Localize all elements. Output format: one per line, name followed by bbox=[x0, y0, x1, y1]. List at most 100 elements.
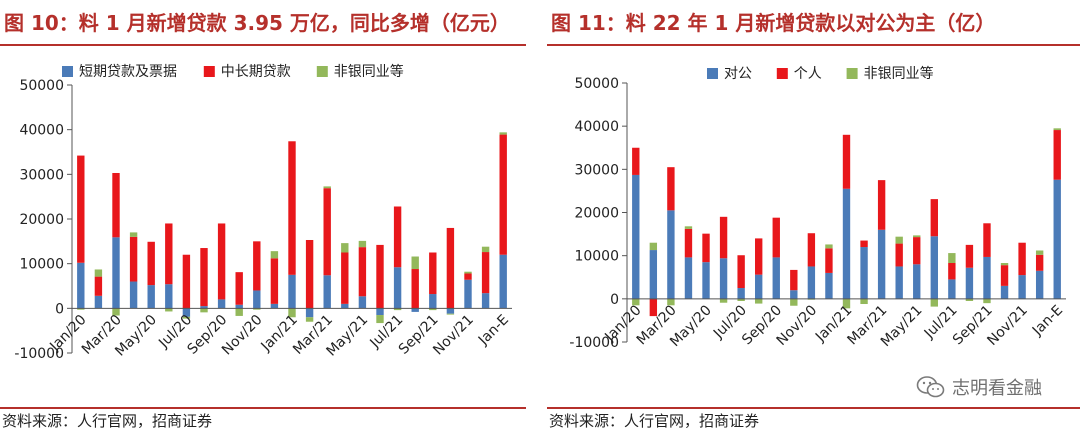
left-bar-Feb/21-0 bbox=[305, 308, 314, 318]
right-stacked-bar-chart: 对公 个人 非银同业等 -10000 0 10000 20000 30000 40000 5000… bbox=[569, 65, 1066, 351]
right-legend-swatch-2 bbox=[846, 68, 858, 79]
right-y-tick-label-5: 40000 bbox=[574, 119, 619, 135]
left-figure-title: 图 10：料 1 月新增贷款 3.95 万亿，同比多增（亿元） bbox=[4, 11, 510, 35]
right-bar-Apr/20-0 bbox=[684, 257, 693, 299]
wechat-icon bbox=[916, 376, 945, 398]
left-bar-Apr/21-0 bbox=[341, 303, 349, 309]
left-bar-Oct/20-2 bbox=[235, 308, 243, 316]
right-bar-Jul/21-2 bbox=[948, 253, 956, 264]
right-bar-Oct/21-1 bbox=[1000, 265, 1009, 286]
left-bar-Dec/20-2 bbox=[270, 251, 279, 259]
right-figure-title: 图 11：料 22 年 1 月新增贷款以对公为主（亿） bbox=[551, 11, 996, 35]
right-bar-Feb/21-1 bbox=[860, 240, 868, 248]
left-bar-Apr/20-0 bbox=[129, 281, 138, 309]
left-bar-Apr/21-1 bbox=[341, 252, 349, 304]
left-y-tick-label-5: 40000 bbox=[19, 123, 64, 139]
left-bar-Nov/20-2 bbox=[253, 308, 261, 310]
right-bar-Jul/21-1 bbox=[948, 263, 956, 280]
right-y-tick-label-6: 50000 bbox=[574, 76, 619, 92]
left-source-divider bbox=[0, 407, 526, 409]
left-bar-Mar/21-1 bbox=[323, 188, 331, 276]
right-bar-Nov/21-0 bbox=[1018, 275, 1026, 299]
right-bar-Oct/20-2 bbox=[790, 298, 798, 306]
right-bar-Apr/21-2 bbox=[895, 236, 903, 244]
left-legend-label-2: 非银同业等 bbox=[334, 63, 404, 80]
right-bar-Feb/20-1 bbox=[649, 298, 658, 317]
right-bar-Aug/20-0 bbox=[755, 274, 763, 299]
left-bar-Jan/20-0 bbox=[77, 262, 85, 309]
right-bar-May/21-2 bbox=[913, 235, 921, 238]
left-bar-Jul/21-2 bbox=[393, 308, 402, 311]
left-bar-Mar/21-0 bbox=[323, 275, 331, 309]
left-x-tick-label-24: Jan-E bbox=[475, 312, 512, 349]
left-bar-Jun/21-2 bbox=[376, 315, 384, 324]
left-bar-Apr/20-1 bbox=[129, 236, 138, 282]
right-bar-Jun/21-0 bbox=[930, 236, 938, 299]
right-bar-Nov/21-1 bbox=[1018, 242, 1026, 276]
right-bar-Nov/20-0 bbox=[807, 266, 816, 299]
left-bar-Nov/20-1 bbox=[253, 241, 261, 291]
right-bar-Dec/20-0 bbox=[825, 272, 833, 299]
left-bar-May/21-0 bbox=[358, 296, 367, 309]
right-bar-Feb/21-2 bbox=[860, 298, 868, 305]
right-bar-Jul/20-1 bbox=[737, 255, 745, 289]
right-legend-swatch-1 bbox=[776, 68, 788, 79]
left-bar-Dec/20-1 bbox=[270, 258, 279, 304]
right-bar-Aug/20-1 bbox=[755, 238, 763, 275]
right-bar-Jun/20-0 bbox=[719, 258, 728, 299]
right-bar-Jan/21-1 bbox=[842, 134, 851, 189]
right-bar-Sep/21-1 bbox=[983, 223, 991, 257]
left-bar-Jul/21-1 bbox=[393, 206, 402, 268]
left-y-tick-label-4: 30000 bbox=[19, 167, 64, 183]
right-bar-Dec/20-1 bbox=[825, 248, 833, 273]
left-bar-May/20-0 bbox=[147, 285, 155, 309]
left-bar-Nov/20-0 bbox=[253, 290, 261, 309]
left-bar-Jun/20-2 bbox=[165, 308, 173, 312]
left-legend-item-2: 非银同业等 bbox=[316, 63, 404, 80]
left-bar-Jun/20-1 bbox=[165, 223, 173, 285]
right-bar-Nov/20-1 bbox=[807, 233, 816, 267]
left-bar-Apr/21-2 bbox=[341, 243, 349, 253]
right-bar-Dec/20-2 bbox=[825, 244, 833, 249]
right-y-tick-label-4: 30000 bbox=[574, 162, 619, 178]
right-bar-Oct/21-0 bbox=[1000, 285, 1009, 299]
right-bar-Oct/20-1 bbox=[790, 269, 798, 291]
right-bar-Sep/21-2 bbox=[983, 298, 991, 304]
right-bar-Jan/21-2 bbox=[842, 298, 851, 309]
left-bar-Feb/21-1 bbox=[305, 239, 314, 309]
right-bar-Jul/21-0 bbox=[948, 279, 956, 299]
left-bar-May/20-1 bbox=[147, 241, 155, 286]
right-bar-Feb/21-0 bbox=[860, 247, 868, 299]
left-legend-label-1: 中长期贷款 bbox=[221, 64, 291, 80]
left-bar-Jan/21-0 bbox=[288, 274, 296, 309]
right-bar-Mar/20-2 bbox=[667, 298, 675, 306]
left-title-divider bbox=[0, 44, 526, 46]
left-bar-Nov/21-1 bbox=[464, 273, 472, 280]
left-bar-Oct/21-0 bbox=[446, 308, 455, 314]
left-bar-May/21-1 bbox=[358, 247, 367, 297]
right-bar-Feb/20-0 bbox=[649, 250, 658, 299]
right-bar-Jun/21-1 bbox=[930, 199, 938, 237]
left-bar-Jan-E-2 bbox=[499, 132, 507, 135]
right-bar-Apr/21-0 bbox=[895, 266, 903, 299]
left-bar-Oct/21-1 bbox=[446, 227, 455, 309]
right-bar-Jun/21-2 bbox=[930, 298, 938, 307]
left-bar-Jun/20-0 bbox=[165, 284, 173, 309]
left-bar-Sep/20-0 bbox=[217, 299, 226, 309]
right-y-tick-label-1: 0 bbox=[610, 292, 619, 308]
right-bar-Mar/21-1 bbox=[877, 180, 886, 230]
left-legend-swatch-0 bbox=[62, 66, 73, 77]
left-legend-swatch-2 bbox=[316, 66, 328, 77]
right-bar-Aug/21-2 bbox=[965, 298, 974, 301]
right-bar-Aug/20-2 bbox=[755, 298, 763, 304]
right-bar-Jan-E-0 bbox=[1053, 179, 1061, 299]
left-bar-Sep/21-1 bbox=[429, 252, 437, 295]
left-bar-Aug/21-1 bbox=[411, 269, 419, 309]
left-bar-Feb/20-2 bbox=[94, 269, 103, 277]
left-source-note: 资料来源：人行官网，招商证券 bbox=[2, 412, 213, 430]
watermark-text: 志明看金融 bbox=[952, 378, 1042, 399]
right-bar-Mar/20-1 bbox=[667, 167, 675, 211]
left-bar-Feb/20-0 bbox=[94, 295, 103, 309]
left-bar-Dec/21-1 bbox=[481, 252, 490, 294]
right-legend-label-1: 个人 bbox=[794, 66, 822, 82]
